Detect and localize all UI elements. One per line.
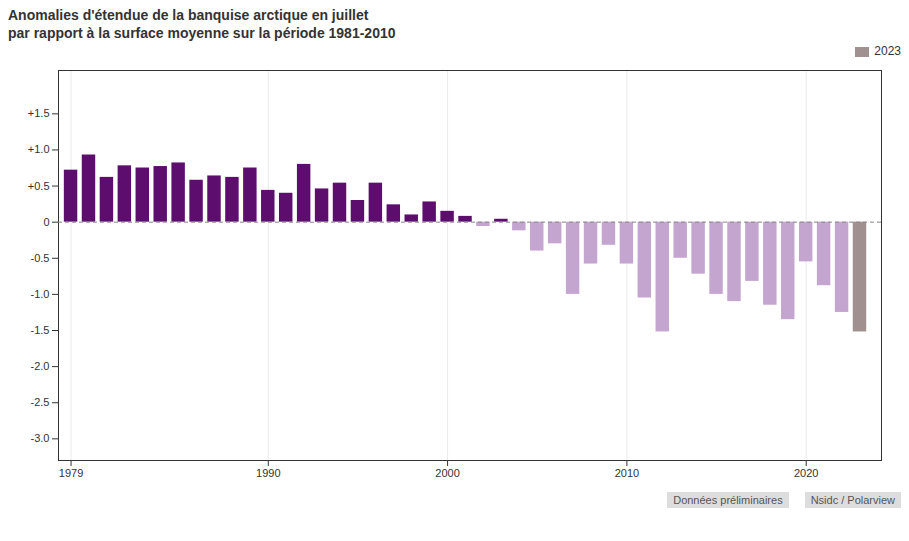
html-text:2023: 2023 xyxy=(874,44,901,59)
html-text:Nsidc / Polarview: Nsidc / Polarview xyxy=(810,494,895,507)
svg-text:-0.5: -0.5 xyxy=(31,252,50,264)
svg-text:1990: 1990 xyxy=(256,468,280,480)
svg-text:2010: 2010 xyxy=(615,468,639,480)
svg-text:-2.0: -2.0 xyxy=(31,361,50,373)
html-text:Anomalies d'étendue de la banq: Anomalies d'étendue de la banquise arcti… xyxy=(8,7,396,42)
html-text:Données préliminaires: Données préliminaires xyxy=(673,494,783,507)
svg-text:+1.5: +1.5 xyxy=(28,108,50,120)
svg-text:+1.0: +1.0 xyxy=(28,144,50,156)
svg-text:0: 0 xyxy=(43,216,49,228)
svg-text:2000: 2000 xyxy=(435,468,459,480)
svg-text:-2.5: -2.5 xyxy=(31,397,50,409)
svg-text:-3.0: -3.0 xyxy=(31,433,50,445)
svg-text:-1.0: -1.0 xyxy=(31,288,50,300)
svg-text:-1.5: -1.5 xyxy=(31,324,50,336)
svg-text:+0.5: +0.5 xyxy=(28,180,50,192)
svg-text:2020: 2020 xyxy=(794,468,818,480)
svg-text:1979: 1979 xyxy=(59,468,83,480)
